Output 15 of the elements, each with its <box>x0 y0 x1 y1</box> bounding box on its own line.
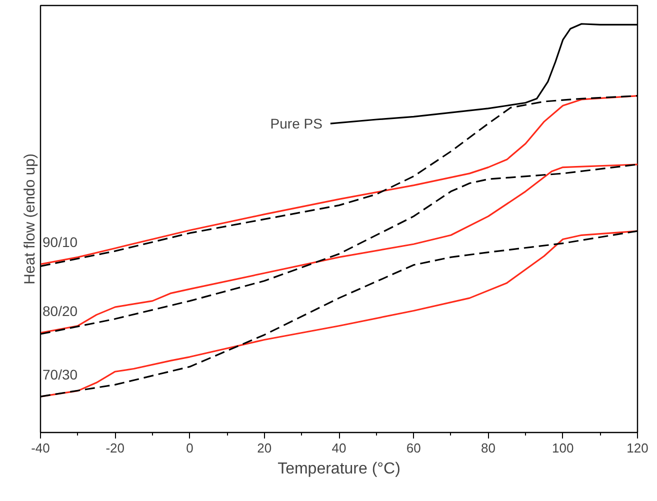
y-axis-title: Heat flow (endo up) <box>22 154 38 284</box>
x-axis-title: Temperature (°C) <box>278 460 400 478</box>
x-tick-label: 0 <box>186 440 194 456</box>
x-tick-label: 40 <box>332 440 346 456</box>
annotation: 80/20 <box>42 302 78 319</box>
x-tick-label: 80 <box>481 440 496 456</box>
annotation: 70/30 <box>42 366 78 383</box>
x-tick-label: 60 <box>406 440 421 456</box>
x-tick-label: 20 <box>257 440 272 456</box>
x-tick-label: -20 <box>106 440 125 456</box>
x-tick-label: 120 <box>626 440 648 456</box>
x-tick-label: -40 <box>31 440 50 456</box>
x-tick-label: 100 <box>552 440 574 456</box>
annotation: 90/10 <box>42 234 78 250</box>
annotation: Pure PS <box>270 116 322 132</box>
